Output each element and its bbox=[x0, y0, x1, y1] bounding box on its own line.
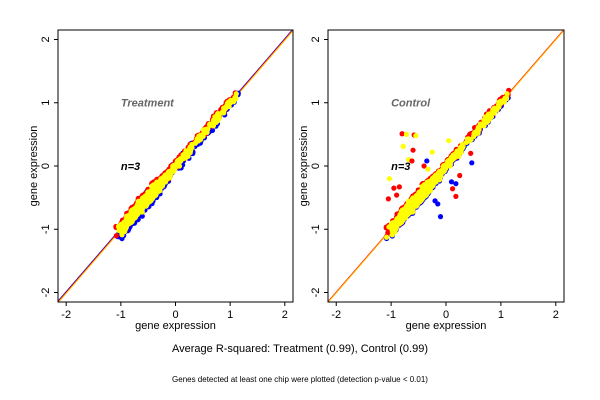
data-point bbox=[504, 91, 510, 97]
data-point bbox=[167, 173, 173, 179]
y-tick-label: -2 bbox=[40, 288, 52, 298]
y-tick-label: 0 bbox=[40, 163, 52, 169]
data-point bbox=[119, 235, 125, 242]
data-point bbox=[233, 91, 239, 97]
data-point bbox=[200, 133, 206, 140]
y-axis-label: gene expression bbox=[28, 126, 40, 207]
data-point bbox=[131, 213, 137, 219]
data-point bbox=[187, 150, 193, 156]
data-point bbox=[221, 106, 227, 112]
data-point bbox=[212, 114, 218, 120]
data-point bbox=[195, 138, 201, 144]
data-point bbox=[162, 177, 168, 183]
data-point bbox=[166, 169, 172, 175]
data-point bbox=[135, 203, 141, 209]
x-tick-label: -1 bbox=[116, 309, 126, 321]
data-point bbox=[147, 191, 153, 197]
x-tick-label: 1 bbox=[227, 309, 233, 321]
data-point bbox=[170, 162, 177, 169]
x-axis-label: gene expression bbox=[135, 320, 216, 332]
x-tick-label: -2 bbox=[61, 309, 71, 321]
y-tick-label: 1 bbox=[40, 100, 52, 106]
y-tick-label: 2 bbox=[40, 36, 52, 42]
data-point bbox=[177, 155, 184, 162]
data-point bbox=[467, 131, 473, 137]
panel-title: Treatment bbox=[121, 98, 175, 110]
data-point bbox=[214, 118, 220, 124]
data-point bbox=[207, 121, 213, 128]
data-point bbox=[176, 163, 183, 169]
panel-treatment: -2 -1 0 1 2 -2 -1 0 1 2 gene expression gene expres… bbox=[28, 29, 294, 332]
plot-area bbox=[328, 30, 564, 302]
data-point bbox=[113, 233, 119, 239]
series-replicate-3 bbox=[116, 91, 239, 238]
data-point bbox=[142, 195, 148, 201]
data-point bbox=[153, 184, 160, 191]
data-point bbox=[125, 217, 131, 224]
data-point bbox=[156, 181, 163, 187]
plot-area bbox=[58, 30, 293, 302]
y-tick-label: -1 bbox=[40, 224, 52, 234]
x-tick-label: 0 bbox=[172, 309, 178, 321]
data-point bbox=[139, 213, 145, 219]
data-point bbox=[139, 202, 145, 209]
sample-count-label: n=3 bbox=[121, 161, 140, 173]
series-replicate-3 bbox=[384, 91, 510, 240]
data-point bbox=[181, 152, 187, 158]
data-point bbox=[225, 99, 231, 105]
data-point bbox=[187, 144, 193, 150]
x-tick-label: 2 bbox=[282, 309, 288, 321]
data-point bbox=[157, 188, 163, 194]
data-point bbox=[230, 98, 236, 104]
data-point bbox=[116, 224, 122, 230]
data-point bbox=[201, 129, 207, 136]
